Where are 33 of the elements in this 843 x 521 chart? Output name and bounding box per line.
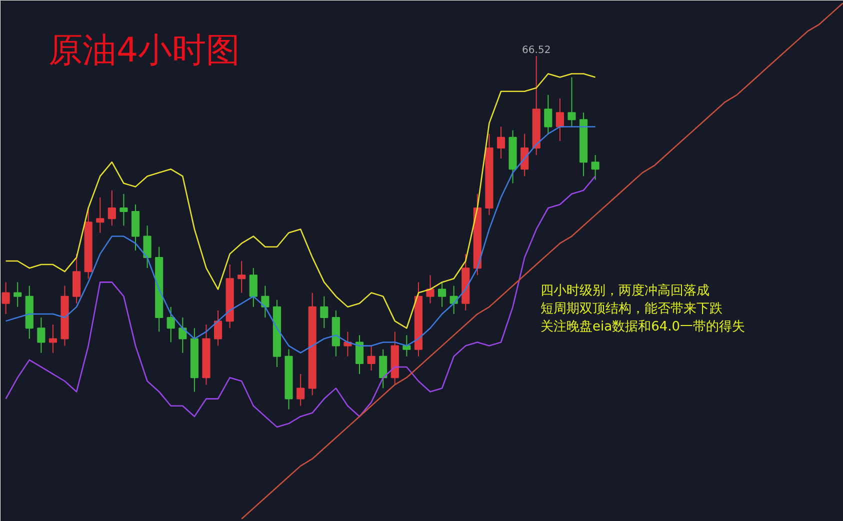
candlestick xyxy=(261,285,270,318)
candlestick xyxy=(14,282,22,308)
candlestick xyxy=(238,260,246,294)
candlestick xyxy=(568,76,576,128)
candlestick xyxy=(37,317,46,354)
candlestick xyxy=(355,334,364,375)
annotation: 四小时级别，两度冲高回落成 xyxy=(540,282,710,298)
candlestick xyxy=(556,98,564,142)
candlestick xyxy=(496,126,506,160)
candlestick xyxy=(2,282,10,314)
candlestick xyxy=(108,190,116,226)
candlestick xyxy=(438,282,446,308)
candlestick xyxy=(166,306,175,343)
annotation: 短周期双顶结构，能否带来下跌 xyxy=(540,302,722,316)
candlestick xyxy=(367,345,376,372)
candlestick xyxy=(296,374,305,406)
candlestick xyxy=(120,193,128,226)
candlestick xyxy=(96,196,104,234)
candlestick xyxy=(544,94,552,134)
candlestick xyxy=(214,310,222,346)
chart-title: 原油4小时图 xyxy=(48,30,240,70)
candlestick xyxy=(249,268,258,308)
annotation: 66.52 xyxy=(522,45,551,56)
candlestick xyxy=(143,225,152,269)
candlestick xyxy=(426,274,434,304)
candlestick xyxy=(402,334,411,357)
annotation: 关注晚盘eia数据和64.0一带的得失 xyxy=(540,320,746,334)
candlestick xyxy=(320,296,328,329)
candlestick xyxy=(591,154,600,180)
candlestick xyxy=(520,133,529,177)
candlestick xyxy=(48,324,58,354)
candlestick xyxy=(379,348,388,389)
candlestick xyxy=(178,317,187,354)
